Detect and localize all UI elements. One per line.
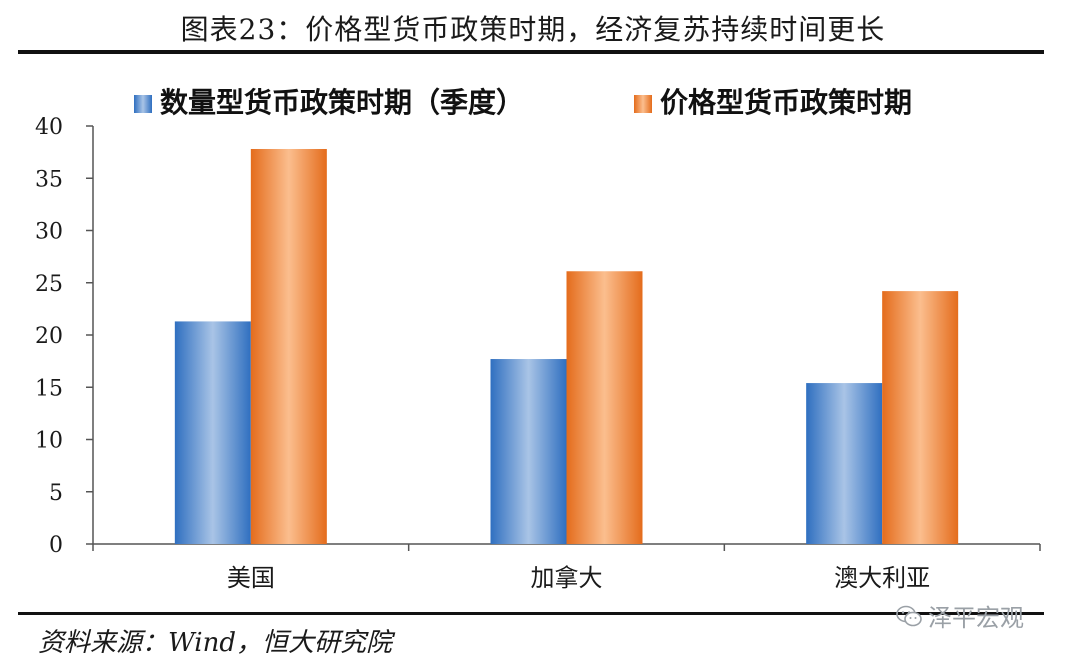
- legend-swatch: [634, 95, 652, 113]
- y-tick-label: 25: [35, 272, 63, 297]
- bar-chart: 数量型货币政策时期（季度） 价格型货币政策时期 美国 加拿大 澳大利亚 0 5 10 15 2…: [35, 86, 1041, 592]
- wechat-icon: [896, 605, 922, 626]
- bar-2-3: [882, 291, 959, 544]
- y-tick-label: 20: [35, 324, 63, 349]
- y-tick-labels: 0 5 10 15 20 25 30 35 40: [35, 115, 63, 558]
- y-tick-label: 15: [35, 376, 63, 401]
- bar-1-1: [174, 321, 251, 544]
- legend-item-1: 数量型货币政策时期（季度）: [134, 86, 524, 119]
- legend-item-2: 价格型货币政策时期: [634, 86, 912, 119]
- bar-2-1: [250, 148, 327, 544]
- legend: 数量型货币政策时期（季度） 价格型货币政策时期: [134, 86, 912, 119]
- top-rule: [18, 50, 1044, 54]
- bottom-rule: [18, 612, 1044, 615]
- x-tick-label: 澳大利亚: [834, 564, 930, 592]
- x-tick-label: 加拿大: [531, 564, 603, 592]
- x-tick-label: 美国: [227, 564, 275, 592]
- legend-swatch: [134, 95, 152, 113]
- y-tick-label: 5: [49, 481, 63, 506]
- y-tick-label: 35: [35, 167, 63, 192]
- y-tick-label: 10: [35, 429, 63, 454]
- bar-1-2: [490, 359, 567, 544]
- y-tick-label: 40: [35, 115, 63, 140]
- chart-title: 图表23：价格型货币政策时期，经济复苏持续时间更长: [180, 13, 886, 46]
- x-tick-labels: 美国 加拿大 澳大利亚: [227, 564, 930, 592]
- legend-label: 数量型货币政策时期（季度）: [160, 86, 524, 119]
- source-note: 资料来源：Wind，恒大研究院: [38, 628, 392, 658]
- y-tick-label: 30: [35, 220, 63, 245]
- watermark: 泽平宏观: [896, 598, 1024, 633]
- bar-1-3: [806, 383, 883, 544]
- bars: [174, 148, 959, 544]
- legend-label: 价格型货币政策时期: [660, 86, 912, 119]
- watermark-text: 泽平宏观: [928, 604, 1024, 632]
- y-tick-label: 0: [49, 533, 63, 558]
- bar-2-2: [566, 271, 643, 544]
